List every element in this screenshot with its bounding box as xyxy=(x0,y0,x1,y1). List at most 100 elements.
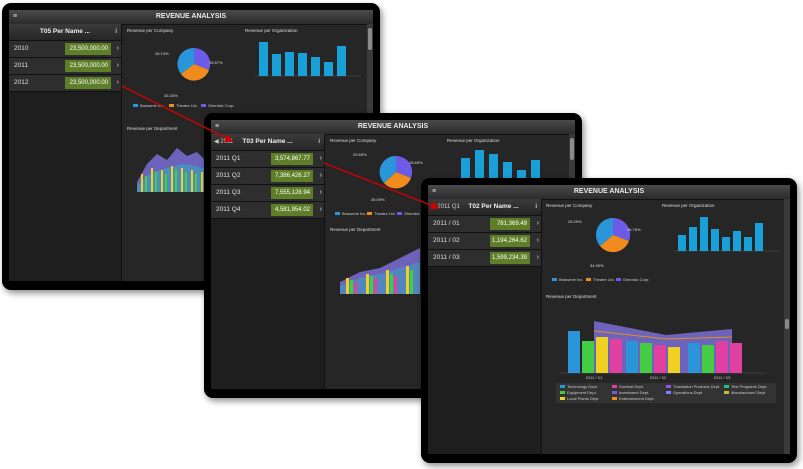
chevron-right-icon[interactable]: › xyxy=(319,172,322,179)
list-item[interactable]: 2012 23,500,000.00 › xyxy=(9,75,121,92)
bar xyxy=(700,217,708,251)
company-pie-chart xyxy=(379,155,413,189)
info-icon[interactable]: i xyxy=(115,29,117,35)
bar xyxy=(298,53,307,76)
list-item[interactable]: 2011 Q1 3,574,867.77 › xyxy=(211,151,324,168)
row-value: 7,386,426.27 xyxy=(271,170,313,182)
bar xyxy=(311,57,320,76)
pie-label: 33.33% xyxy=(164,93,178,98)
panel-header: T05 Per Name ... i xyxy=(9,24,121,41)
bar xyxy=(259,42,268,76)
chevron-right-icon[interactable]: › xyxy=(319,206,322,213)
app-title: REVENUE ANALYSIS xyxy=(573,188,645,195)
dept-chart-title: Revenue per Department xyxy=(127,126,178,131)
bar xyxy=(626,341,638,373)
menu-icon[interactable]: ≡ xyxy=(13,13,18,20)
pie-slice-orange xyxy=(384,172,411,189)
row-value: 23,500,000.00 xyxy=(65,60,111,72)
list-item[interactable]: 2011 / 02 1,194,264.62 › xyxy=(428,233,541,250)
legend-item: Translation Products Dept. xyxy=(666,384,720,389)
dept-chart-title: Revenue per Department xyxy=(330,227,381,232)
pie-slice-orange xyxy=(181,64,209,81)
row-label: 2011 / 02 xyxy=(433,237,460,244)
bar xyxy=(689,227,697,251)
bar xyxy=(688,343,700,373)
bar xyxy=(610,339,622,373)
company-chart-title: Revenue per Company xyxy=(330,138,377,143)
legend-item: Theatre Ltd. xyxy=(169,103,198,108)
bar xyxy=(730,343,742,373)
bar xyxy=(503,162,512,186)
chevron-right-icon[interactable]: › xyxy=(116,79,119,86)
pie-slice-blue xyxy=(177,47,194,74)
legend-item: Brasserie Inc. xyxy=(552,277,583,282)
bar xyxy=(716,341,728,373)
chevron-right-icon[interactable]: › xyxy=(116,45,119,52)
menu-icon[interactable]: ≡ xyxy=(215,123,220,130)
pie-slice-orange xyxy=(600,235,629,253)
app-title: REVENUE ANALYSIS xyxy=(357,123,429,130)
list-item[interactable]: 2011 / 01 781,369.49 › xyxy=(428,216,541,233)
row-label: 2011 Q3 xyxy=(216,189,241,196)
bar xyxy=(678,235,686,251)
row-label: 2011 Q4 xyxy=(216,206,241,213)
legend-item: Theatre Ltd. xyxy=(367,211,396,216)
dept-combo-chart xyxy=(340,248,420,294)
row-value: 1,599,234.39 xyxy=(490,252,530,264)
bar xyxy=(722,237,730,251)
legend-item: Entertainment Dept. xyxy=(612,396,655,401)
pie-label: 29.69% xyxy=(353,152,367,157)
org-bar-chart xyxy=(674,217,780,252)
x-tick-label: 2011 / 01 xyxy=(586,375,603,380)
panel-title: T05 Per Name ... xyxy=(39,28,91,35)
list-item[interactable]: 2010 23,500,000.00 › xyxy=(9,41,121,58)
pie-label: 34.95% xyxy=(590,263,604,268)
row-label: 2011 Q2 xyxy=(216,172,241,179)
list-item[interactable]: 2011 Q3 7,555,128.94 › xyxy=(211,185,324,202)
scrollbar[interactable] xyxy=(784,199,790,454)
chevron-right-icon[interactable]: › xyxy=(536,220,539,227)
bar xyxy=(461,158,470,186)
list-item[interactable]: 2011 Q4 4,581,954.02 › xyxy=(211,202,324,219)
chevron-right-icon[interactable]: › xyxy=(319,189,322,196)
dept-chart-title: Revenue per Department xyxy=(546,294,597,299)
screen-content: ≡ REVENUE ANALYSIS ◀ 2011 Q1 T02 Per Nam… xyxy=(428,185,790,454)
panel-header: ◀ 2011 Q1 T02 Per Name ... i xyxy=(428,199,541,216)
chevron-right-icon[interactable]: › xyxy=(536,237,539,244)
legend-item: Test Programs Dept. xyxy=(724,384,767,389)
chevron-right-icon[interactable]: › xyxy=(116,62,119,69)
row-label: 2011 xyxy=(14,62,28,69)
bar xyxy=(668,347,680,373)
x-tick-label: 2011 / 02 xyxy=(650,375,667,380)
pie-slice-blue xyxy=(379,155,396,183)
scroll-thumb[interactable] xyxy=(368,28,372,50)
bar xyxy=(755,223,763,251)
info-icon[interactable]: i xyxy=(318,139,320,145)
scroll-thumb[interactable] xyxy=(570,138,574,160)
info-icon[interactable]: i xyxy=(535,204,537,210)
row-value: 23,500,000.00 xyxy=(65,77,111,89)
bar xyxy=(475,150,484,186)
list-item[interactable]: 2011 Q2 7,386,426.27 › xyxy=(211,168,324,185)
legend-item: Operations Dept. xyxy=(666,390,703,395)
bar xyxy=(568,331,580,373)
pie-slice-purple xyxy=(396,155,413,178)
back-button[interactable]: ◀ 2011 xyxy=(214,139,234,145)
company-chart-title: Revenue per Company xyxy=(546,203,593,208)
scroll-thumb[interactable] xyxy=(785,319,789,329)
chevron-right-icon[interactable]: › xyxy=(536,254,539,261)
org-bar-chart xyxy=(255,42,361,77)
chevron-right-icon[interactable]: › xyxy=(319,155,322,162)
bar xyxy=(711,229,719,251)
company-chart-title: Revenue per Company xyxy=(127,28,174,33)
pie-slice-purple xyxy=(194,47,211,70)
bar xyxy=(582,341,594,373)
row-value: 4,581,954.02 xyxy=(271,204,313,216)
app-title: REVENUE ANALYSIS xyxy=(155,13,227,20)
bar xyxy=(531,160,540,186)
legend-item: Gimmick Corp. xyxy=(201,103,234,108)
menu-icon[interactable]: ≡ xyxy=(432,188,437,195)
list-item[interactable]: 2011 / 03 1,599,234.39 › xyxy=(428,250,541,267)
pie-label: 28.57% xyxy=(209,60,223,65)
list-item[interactable]: 2011 23,500,000.00 › xyxy=(9,58,121,75)
